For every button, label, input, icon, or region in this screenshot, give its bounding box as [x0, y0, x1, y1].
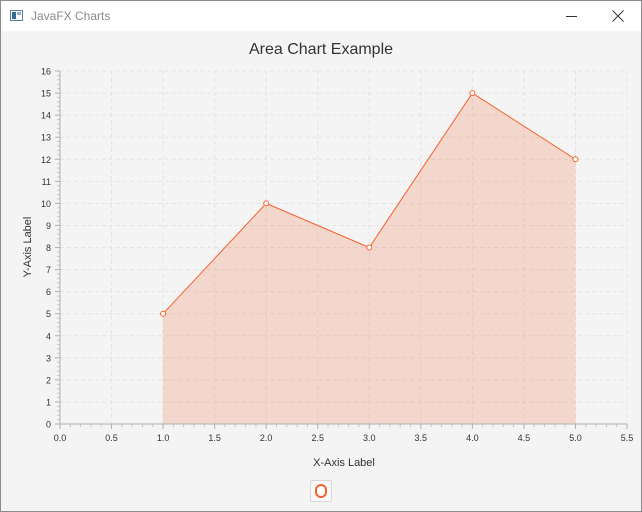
x-tick-label: 3.5 — [415, 433, 428, 443]
window-title: JavaFX Charts — [31, 9, 111, 23]
y-tick-label: 15 — [41, 89, 51, 99]
y-tick-label: 7 — [46, 265, 51, 275]
chart-canvas: Area Chart Example 012345678910111213141… — [22, 41, 633, 469]
app-icon — [10, 10, 23, 21]
y-tick-label: 6 — [46, 287, 51, 297]
series-area-fill — [163, 93, 576, 424]
x-tick-label: 4.5 — [518, 433, 531, 443]
y-axis-label: Y-Axis Label — [22, 217, 34, 278]
y-tick-label: 9 — [46, 221, 51, 231]
area-chart: Area Chart Example 0 1 2 3 4 5 6 7 8 9 10 11 12 13 14 1… — [1, 31, 641, 511]
legend-item[interactable] — [310, 480, 332, 502]
data-point — [263, 200, 270, 207]
title-bar[interactable]: JavaFX Charts — [1, 1, 641, 31]
x-tick-label: 4.0 — [466, 433, 479, 443]
minimize-icon — [566, 16, 577, 17]
y-tick-label: 3 — [46, 353, 51, 363]
x-tick-label: 3.0 — [363, 433, 376, 443]
x-axis-label: X-Axis Label — [313, 457, 375, 469]
legend-series-symbol — [315, 484, 327, 498]
x-tick-label: 0.5 — [105, 433, 118, 443]
plot-series — [160, 90, 579, 424]
y-tick-label: 8 — [46, 243, 51, 253]
x-tick-label: 1.5 — [208, 433, 221, 443]
x-tick-label: 5.0 — [569, 433, 582, 443]
data-point — [469, 90, 476, 97]
close-button[interactable] — [595, 1, 641, 31]
y-tick-label: 14 — [41, 111, 51, 121]
x-tick-label: 5.5 — [621, 433, 634, 443]
data-point — [572, 156, 579, 163]
y-tick-label: 11 — [42, 177, 51, 187]
close-icon — [612, 10, 624, 22]
y-tick-label: 5 — [46, 309, 51, 319]
x-tick-label: 2.0 — [260, 433, 273, 443]
y-tick-label: 4 — [46, 331, 51, 341]
y-tick-label: 13 — [41, 133, 51, 143]
data-point — [160, 310, 167, 317]
x-tick-label: 1.0 — [157, 433, 170, 443]
chart-title: Area Chart Example — [249, 41, 393, 58]
y-tick-label: 16 — [41, 67, 51, 77]
data-point — [366, 244, 373, 251]
y-tick-label: 10 — [41, 199, 51, 209]
y-tick-label: 2 — [46, 375, 51, 385]
minimize-button[interactable] — [549, 1, 595, 31]
plot-grid — [60, 70, 628, 424]
x-tick-label: 0.0 — [54, 433, 67, 443]
y-tick-label: 1 — [46, 397, 51, 407]
y-tick-label: 12 — [41, 155, 51, 165]
y-tick-label: 0 — [46, 420, 51, 430]
x-tick-label: 2.5 — [311, 433, 324, 443]
